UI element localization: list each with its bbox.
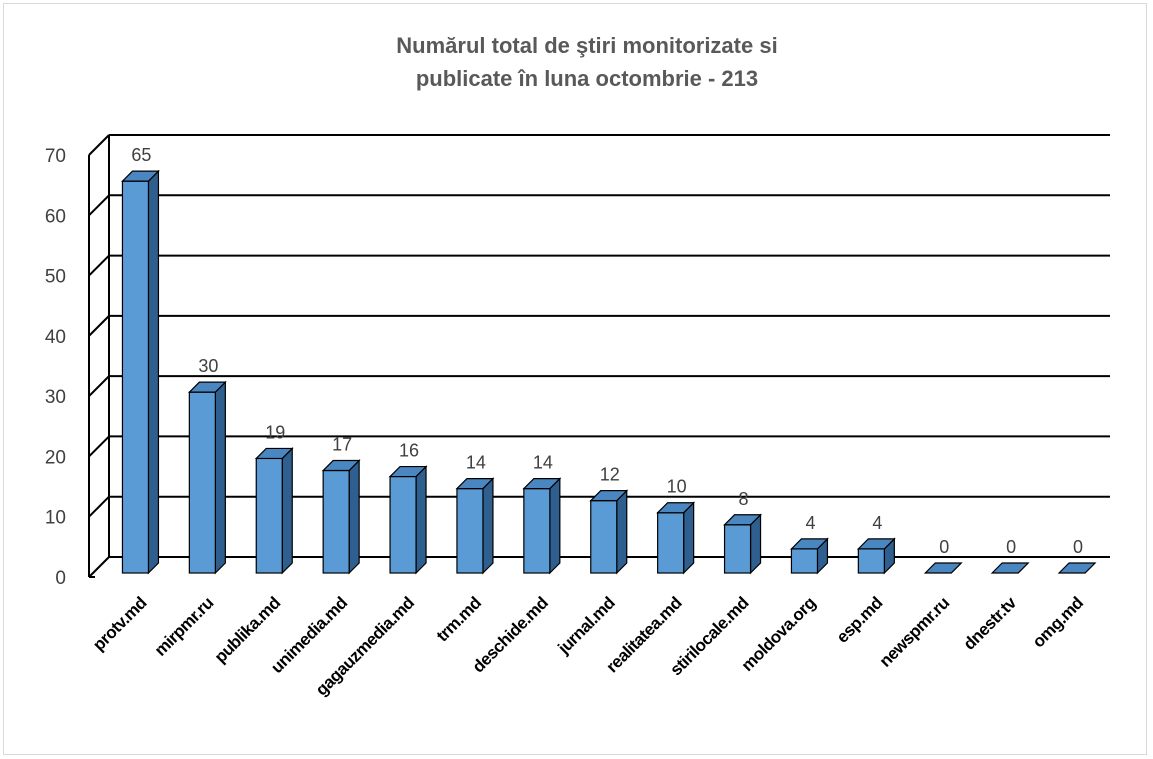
bar-top bbox=[187, 381, 227, 393]
bar bbox=[790, 537, 829, 575]
chart-frame: Numărul total de ştiri monitorizate si p… bbox=[3, 3, 1147, 755]
x-tick-label: dnestr.tv bbox=[960, 593, 1021, 654]
bar-top bbox=[254, 447, 294, 460]
y-tick-label: 60 bbox=[45, 206, 66, 227]
y-tick-label: 40 bbox=[45, 327, 66, 348]
y-tick-label: 10 bbox=[45, 508, 66, 529]
gridline-40 bbox=[88, 314, 1110, 337]
data-label: 14 bbox=[466, 453, 486, 473]
chart-svg: Numărul total de ştiri monitorizate si p… bbox=[45, 33, 1110, 699]
bar-top bbox=[522, 478, 562, 490]
bar bbox=[455, 477, 495, 575]
bar-front bbox=[322, 469, 350, 574]
bar-front bbox=[657, 512, 685, 574]
y-tick-label: 0 bbox=[55, 568, 66, 589]
bar-top bbox=[388, 465, 428, 478]
bar-side bbox=[214, 380, 226, 575]
bar-front bbox=[523, 488, 551, 574]
bar bbox=[321, 459, 361, 575]
chart-title-line-1: Numărul total de ştiri monitorizate si bbox=[396, 33, 777, 58]
data-label: 4 bbox=[805, 513, 815, 533]
bar-side bbox=[549, 477, 561, 575]
bar-front bbox=[255, 457, 283, 574]
data-label: 12 bbox=[600, 465, 620, 485]
bar bbox=[923, 562, 963, 574]
y-tick-label: 70 bbox=[45, 146, 66, 167]
x-tick-label: omg.md bbox=[1029, 593, 1087, 651]
bar-front bbox=[456, 488, 484, 574]
data-label: 0 bbox=[939, 537, 949, 557]
bar bbox=[990, 562, 1030, 574]
bar bbox=[656, 501, 696, 575]
y-tick-label: 50 bbox=[45, 267, 66, 288]
gridline-30 bbox=[88, 375, 1110, 397]
bar-front bbox=[590, 500, 618, 574]
bar-front bbox=[188, 391, 216, 574]
x-tick-label: trm.md bbox=[433, 593, 485, 645]
bar-top bbox=[656, 502, 696, 514]
data-label: 17 bbox=[332, 435, 352, 455]
data-label: 4 bbox=[872, 513, 882, 533]
bar bbox=[723, 513, 762, 575]
bar-side bbox=[415, 465, 427, 575]
bar-front bbox=[723, 524, 752, 574]
bar-front bbox=[121, 180, 150, 574]
bar bbox=[856, 537, 896, 575]
bar bbox=[388, 465, 428, 575]
bar-front bbox=[790, 548, 819, 574]
bar-front bbox=[857, 548, 885, 574]
data-label: 19 bbox=[265, 422, 285, 442]
bar-top bbox=[990, 562, 1030, 574]
bar-side bbox=[147, 169, 160, 575]
bar bbox=[522, 477, 562, 575]
bar-side bbox=[348, 459, 360, 575]
bar-top bbox=[1057, 562, 1097, 574]
gridline-70 bbox=[88, 134, 1110, 156]
chart-title-line-2: publicate în luna octombrie - 213 bbox=[416, 66, 758, 91]
bar bbox=[187, 380, 227, 575]
y-tick-label: 20 bbox=[45, 447, 66, 468]
bar-side bbox=[281, 447, 293, 575]
bar bbox=[589, 489, 629, 575]
bar bbox=[1057, 562, 1097, 574]
x-tick-label: protv.md bbox=[89, 593, 150, 654]
bar-side bbox=[683, 501, 695, 575]
data-label: 14 bbox=[533, 453, 553, 473]
x-tick-label: jurnal.md bbox=[554, 593, 619, 658]
bar-top bbox=[923, 562, 963, 574]
bar bbox=[121, 169, 160, 575]
x-tick-label: publika.md bbox=[211, 593, 284, 666]
y-tick-label: 30 bbox=[45, 387, 66, 408]
x-tick-label: newspmr.ru bbox=[876, 593, 953, 670]
data-label: 0 bbox=[1006, 537, 1016, 557]
bar-top bbox=[589, 490, 629, 502]
bar bbox=[254, 447, 294, 575]
gridline-60 bbox=[88, 194, 1110, 216]
bar-top bbox=[121, 170, 160, 182]
bar-side bbox=[482, 477, 494, 575]
x-tick-label: mirpmr.ru bbox=[151, 593, 217, 659]
bar-top bbox=[723, 514, 762, 526]
bar-top bbox=[321, 459, 361, 472]
data-label: 10 bbox=[667, 477, 687, 497]
data-label: 65 bbox=[131, 145, 151, 165]
data-label: 0 bbox=[1073, 537, 1083, 557]
data-label: 30 bbox=[198, 356, 218, 376]
data-label: 16 bbox=[399, 441, 419, 461]
bar-side bbox=[616, 489, 628, 575]
data-label: 8 bbox=[739, 489, 749, 509]
bar-top bbox=[790, 538, 829, 550]
bar-top bbox=[455, 478, 495, 490]
bar-top bbox=[856, 538, 896, 550]
gridline-50 bbox=[88, 254, 1110, 277]
gridline-20 bbox=[88, 435, 1110, 458]
x-tick-label: esp.md bbox=[833, 593, 886, 646]
bar-front bbox=[389, 475, 417, 574]
